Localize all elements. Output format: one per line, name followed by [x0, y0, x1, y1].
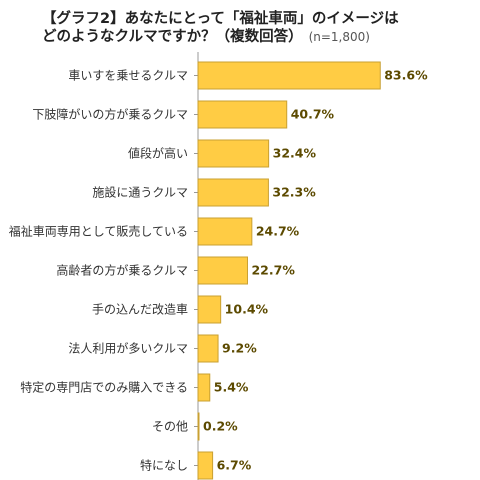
- category-label: その他: [152, 420, 188, 434]
- category-label: 手の込んだ改造車: [92, 303, 188, 317]
- bar: [197, 451, 214, 480]
- category-label: 下肢障がいの方が乗るクルマ: [32, 107, 188, 122]
- value-label: 6.7%: [217, 458, 252, 473]
- category-label: 特になし: [140, 458, 188, 473]
- value-label: 32.4%: [273, 146, 317, 161]
- bar: [197, 217, 253, 246]
- value-label: 32.3%: [272, 185, 316, 200]
- bar: [197, 61, 381, 90]
- bar: [197, 334, 219, 363]
- bar: [197, 373, 211, 402]
- bar: [197, 139, 270, 168]
- category-label: 特定の専門店でのみ購入できる: [20, 380, 188, 395]
- chart-title-line2: どのようなクルマですか？（複数回答） (n=1,800): [42, 28, 472, 46]
- value-label: 83.6%: [384, 68, 428, 83]
- value-label: 5.4%: [214, 380, 249, 395]
- bar: [197, 295, 222, 324]
- category-label: 施設に通うクルマ: [92, 185, 188, 200]
- value-label: 22.7%: [251, 263, 295, 278]
- bar: [197, 178, 269, 207]
- bar: [197, 100, 288, 129]
- category-label: 高齢者の方が乗るクルマ: [56, 263, 188, 278]
- category-label: 車いすを乗せるクルマ: [68, 69, 188, 83]
- category-label: 値段が高い: [128, 146, 188, 161]
- chart-title-line1: 【グラフ2】あなたにとって「福祉車両」のイメージは: [42, 11, 399, 27]
- value-label: 0.2%: [203, 419, 238, 434]
- value-label: 10.4%: [225, 302, 269, 317]
- chart-title: 【グラフ2】あなたにとって「福祉車両」のイメージは どのようなクルマですか？（複…: [42, 10, 472, 46]
- category-label: 福祉車両専用として販売している: [9, 224, 188, 239]
- bar: [197, 256, 248, 285]
- bar: [197, 412, 200, 441]
- category-label: 法人利用が多いクルマ: [68, 341, 188, 356]
- value-label: 24.7%: [256, 224, 300, 239]
- value-label: 9.2%: [222, 341, 257, 356]
- sample-size-note: (n=1,800): [308, 30, 370, 44]
- chart-title-line2-text: どのようなクルマですか？（複数回答）: [42, 29, 303, 45]
- value-label: 40.7%: [291, 107, 335, 122]
